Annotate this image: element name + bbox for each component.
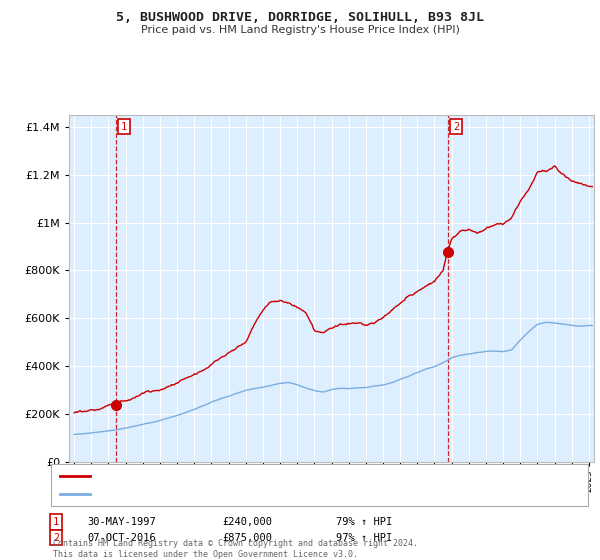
Text: 79% ↑ HPI: 79% ↑ HPI: [336, 517, 392, 527]
Text: 5, BUSHWOOD DRIVE, DORRIDGE, SOLIHULL, B93 8JL (detached house): 5, BUSHWOOD DRIVE, DORRIDGE, SOLIHULL, B…: [94, 471, 464, 481]
Text: 2: 2: [453, 122, 459, 132]
Text: 5, BUSHWOOD DRIVE, DORRIDGE, SOLIHULL, B93 8JL: 5, BUSHWOOD DRIVE, DORRIDGE, SOLIHULL, B…: [116, 11, 484, 24]
Text: 1: 1: [121, 122, 127, 132]
Text: Price paid vs. HM Land Registry's House Price Index (HPI): Price paid vs. HM Land Registry's House …: [140, 25, 460, 35]
Text: HPI: Average price, detached house, Solihull: HPI: Average price, detached house, Soli…: [94, 489, 353, 500]
Text: 07-OCT-2016: 07-OCT-2016: [87, 533, 156, 543]
Text: £240,000: £240,000: [222, 517, 272, 527]
Text: 97% ↑ HPI: 97% ↑ HPI: [336, 533, 392, 543]
Text: 2: 2: [53, 533, 59, 543]
Text: Contains HM Land Registry data © Crown copyright and database right 2024.
This d: Contains HM Land Registry data © Crown c…: [53, 539, 418, 559]
Text: £875,000: £875,000: [222, 533, 272, 543]
Text: 1: 1: [53, 517, 59, 527]
Text: 30-MAY-1997: 30-MAY-1997: [87, 517, 156, 527]
